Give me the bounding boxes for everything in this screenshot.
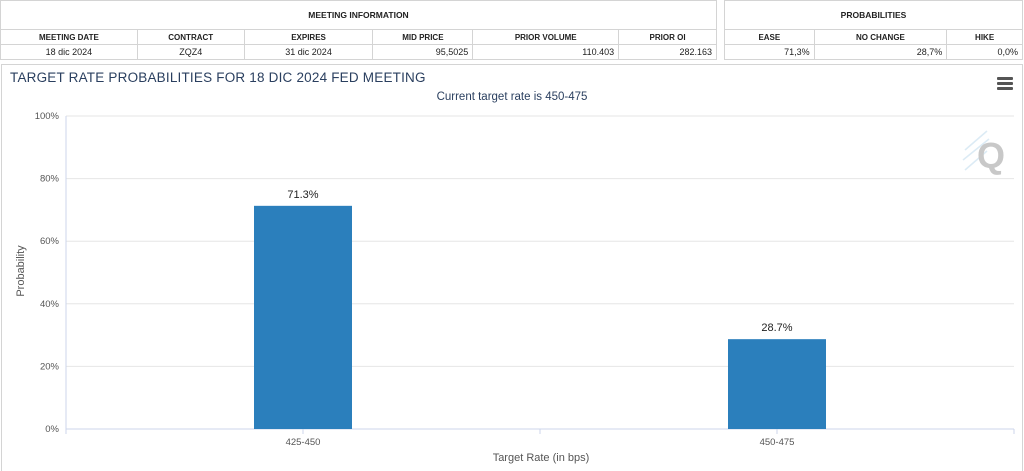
x-tick-label: 450-475 [760,437,795,448]
q-logo-icon: Q [962,130,1005,176]
probabilities-table: PROBABILITIES EASE NO CHANGE HIKE 71,3% … [724,0,1023,60]
y-tick-label: 20% [40,361,60,372]
value-contract: ZQZ4 [136,44,245,60]
hamburger-menu-icon[interactable] [997,77,1013,90]
grid-lines [65,115,1014,430]
bar-450-475[interactable] [728,339,826,429]
data-label: 28.7% [761,322,792,334]
header-mid-price: MID PRICE [372,29,474,45]
header-ease: EASE [724,29,815,45]
svg-text:Q: Q [977,135,1005,176]
value-mid-price: 95,5025 [372,44,474,60]
y-tick-label: 100% [35,111,60,122]
header-contract: CONTRACT [136,29,245,45]
value-prior-oi: 282.163 [618,44,717,60]
chart-subtitle: Current target rate is 450-475 [436,91,588,103]
y-axis-title: Probability [15,245,27,297]
data-label: 71.3% [287,189,318,201]
header-hike: HIKE [946,29,1023,45]
y-axis-ticks: 0% 20% 40% 60% 80% 100% [35,111,60,435]
value-expires: 31 dic 2024 [243,44,374,60]
y-tick-label: 0% [45,424,59,435]
chart-title: TARGET RATE PROBABILITIES FOR 18 DIC 202… [10,70,426,85]
value-meeting-date: 18 dic 2024 [0,44,138,60]
header-expires: EXPIRES [243,29,374,45]
probabilities-header: PROBABILITIES [724,0,1023,30]
bar-chart: 0% 20% 40% 60% 80% 100% 71.3% 28.7% 425-450 450… [15,111,1015,464]
header-no-change: NO CHANGE [813,29,948,45]
data-labels: 71.3% 28.7% [287,189,792,334]
header-prior-volume: PRIOR VOLUME [472,29,620,45]
meeting-information-table: MEETING INFORMATION MEETING DATE CONTRAC… [0,0,717,60]
meeting-information-header: MEETING INFORMATION [0,0,717,30]
header-prior-oi: PRIOR OI [618,29,717,45]
x-tick-label: 425-450 [286,437,321,448]
value-hike: 0,0% [946,44,1023,60]
bar-425-450[interactable] [254,205,352,429]
x-axis-ticks: 425-450 450-475 [65,429,1015,448]
y-tick-label: 60% [40,236,60,247]
chart-panel: 0% 20% 40% 60% 80% 100% 71.3% 28.7% 425-450 450… [1,64,1023,471]
value-prior-volume: 110.403 [472,44,620,60]
x-axis-title: Target Rate (in bps) [493,452,590,464]
header-meeting-date: MEETING DATE [0,29,138,45]
bars [254,205,826,429]
y-tick-label: 80% [40,174,60,185]
y-tick-label: 40% [40,299,60,310]
value-ease: 71,3% [724,44,815,60]
value-no-change: 28,7% [813,44,948,60]
